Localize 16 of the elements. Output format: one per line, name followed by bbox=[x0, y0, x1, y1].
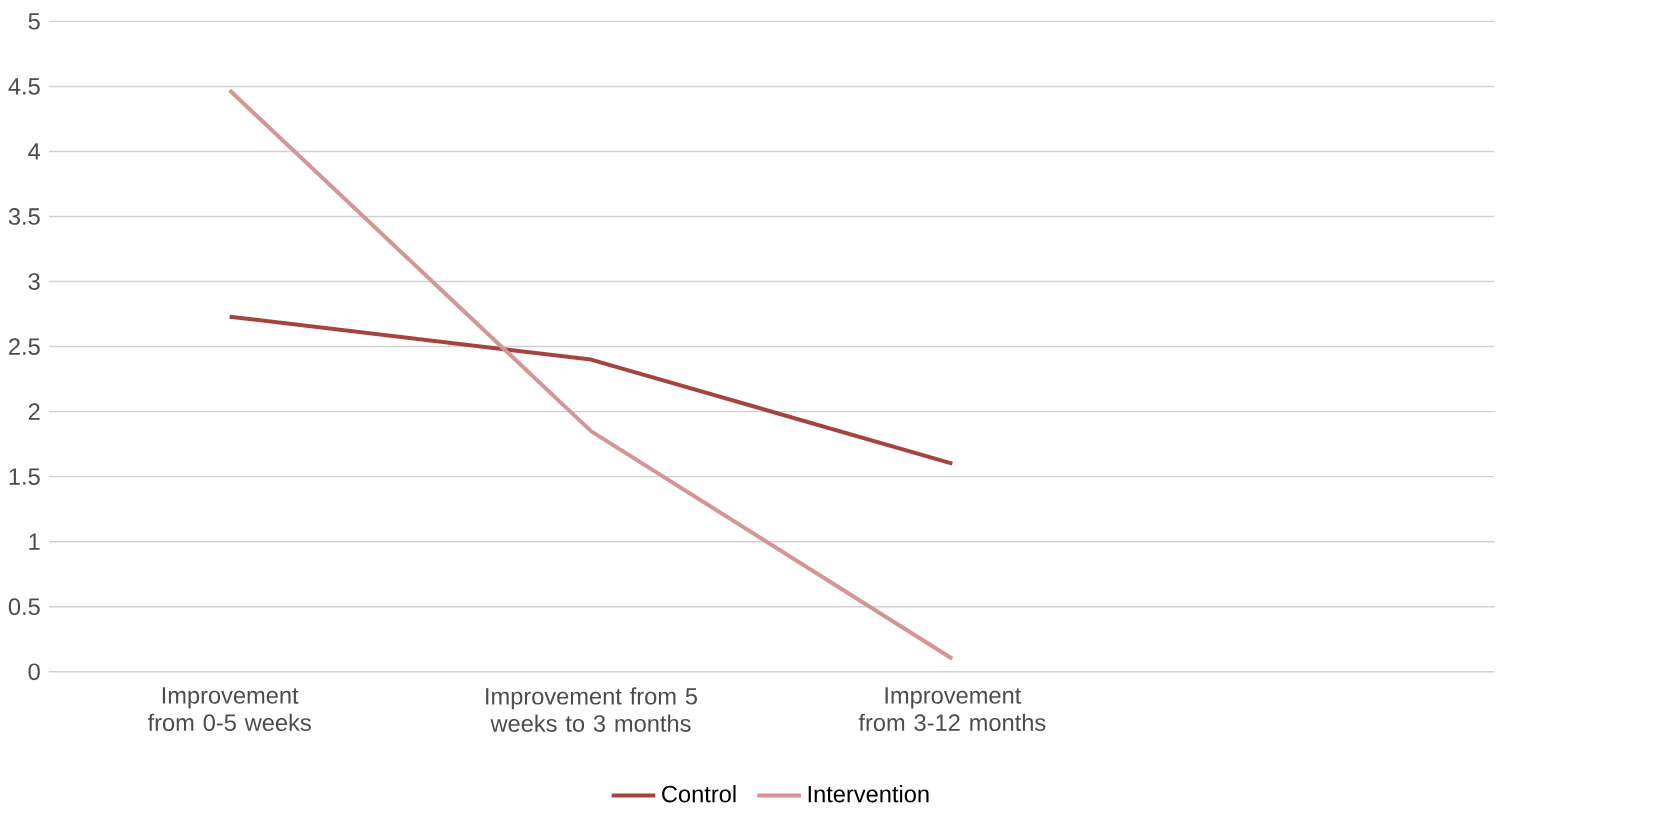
y-tick-label: 2.5 bbox=[9, 338, 40, 355]
y-tick-label: 1.5 bbox=[9, 468, 40, 485]
legend-label: Control bbox=[662, 785, 736, 803]
y-tick-label: 2 bbox=[28, 403, 40, 420]
x-tick-label: Improvement from 5 weeks to 3 months bbox=[486, 687, 698, 732]
y-tick-label: 3 bbox=[28, 273, 40, 290]
y-tick-label: 1 bbox=[29, 533, 40, 550]
y-tick-label: 0.5 bbox=[8, 598, 40, 616]
y-tick-label: 4.5 bbox=[8, 78, 40, 95]
y-tick-label: 0 bbox=[28, 663, 40, 681]
y-tick-label: 3.5 bbox=[8, 208, 40, 225]
y-tick-label: 5 bbox=[28, 13, 40, 30]
legend-label: Intervention bbox=[808, 785, 929, 803]
x-tick-label: Improvement from 0-5 weeks bbox=[147, 687, 311, 732]
x-tick-label: Improvement from 3-12 months bbox=[858, 687, 1046, 732]
y-tick-label: 4 bbox=[28, 143, 41, 160]
